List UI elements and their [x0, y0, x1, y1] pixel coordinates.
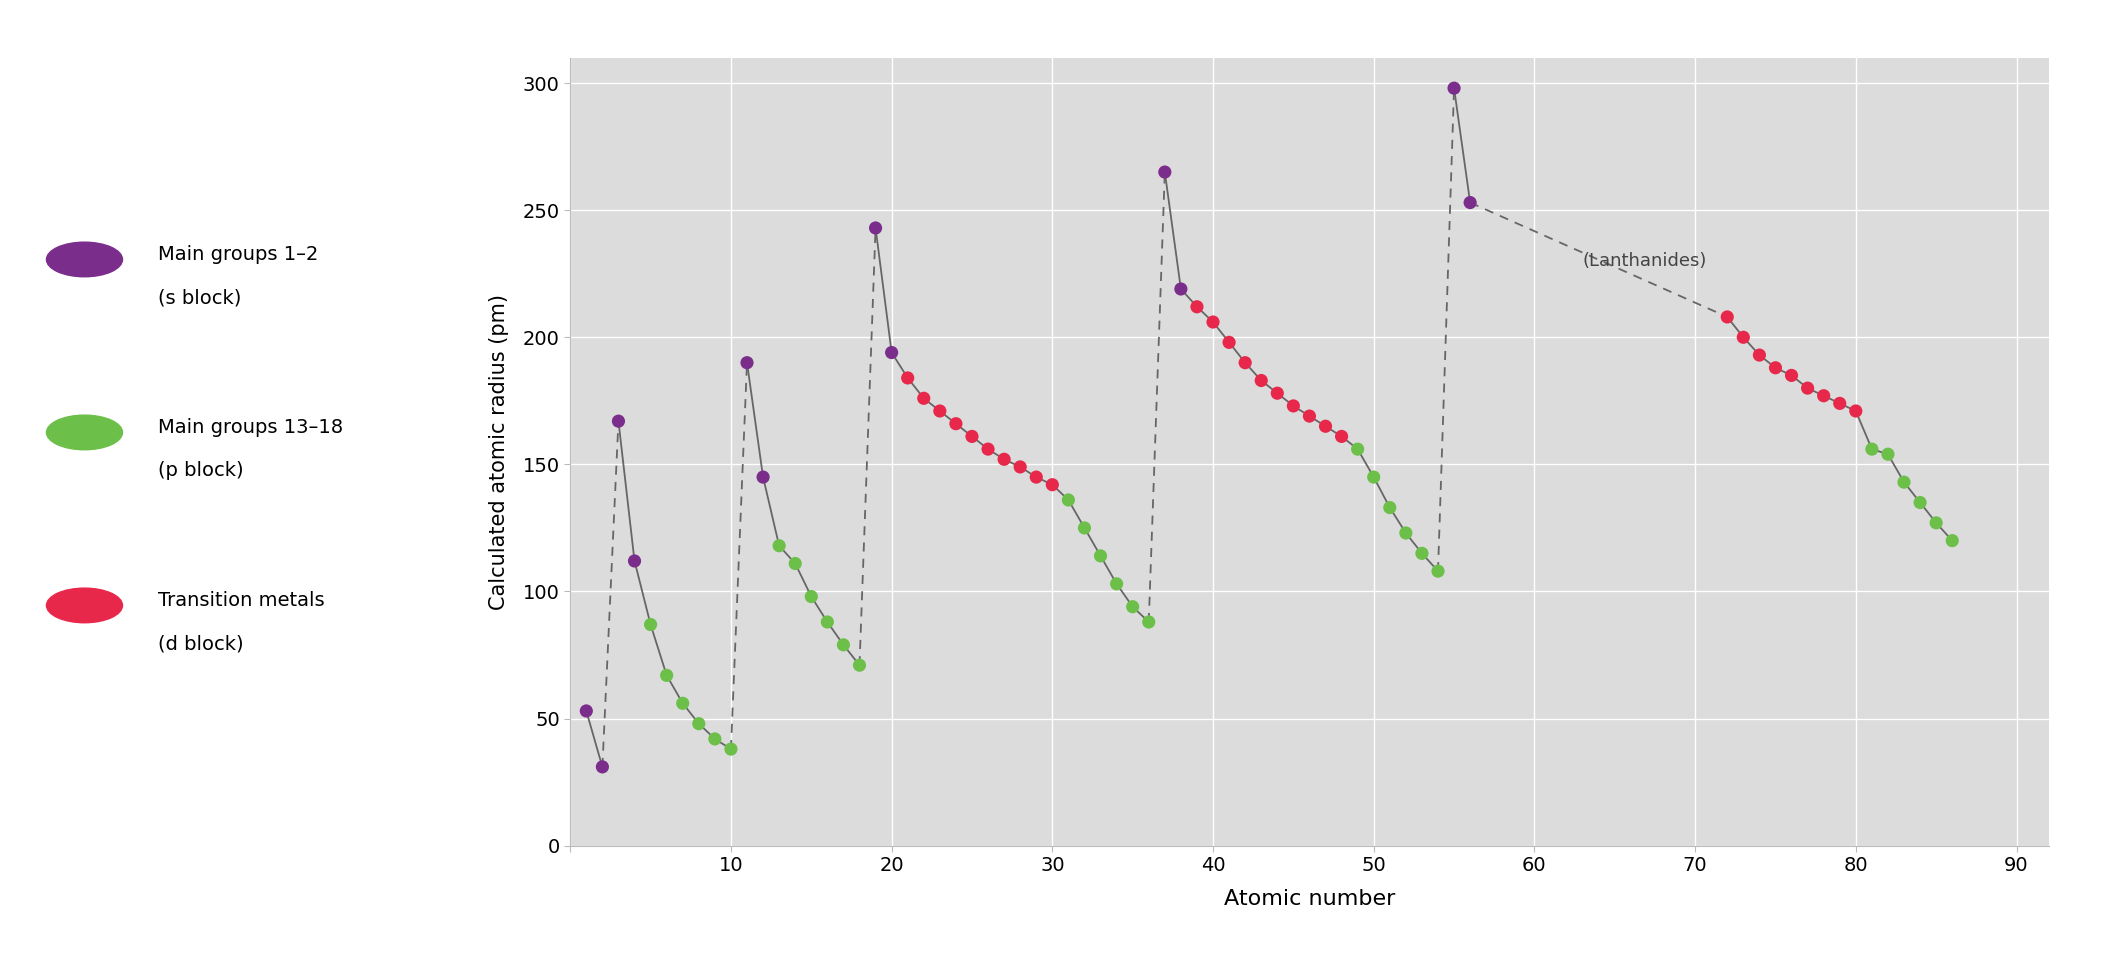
- Point: [1132, 614, 1166, 629]
- Point: [665, 696, 699, 711]
- Point: [874, 345, 908, 360]
- Text: (p block): (p block): [158, 461, 245, 480]
- Point: [1888, 475, 1922, 490]
- Point: [1115, 599, 1149, 614]
- Y-axis label: Calculated atomic radius (pm): Calculated atomic radius (pm): [488, 294, 509, 609]
- Point: [1436, 81, 1470, 96]
- Point: [1020, 469, 1054, 484]
- Point: [1149, 164, 1183, 180]
- Point: [906, 390, 940, 406]
- Point: [697, 731, 731, 747]
- Point: [1293, 408, 1326, 424]
- Text: (Lanthanides): (Lanthanides): [1582, 252, 1706, 270]
- Point: [779, 555, 813, 571]
- Text: Main groups 1–2: Main groups 1–2: [158, 245, 319, 264]
- Point: [1421, 563, 1455, 579]
- Point: [1759, 360, 1793, 376]
- Point: [1052, 492, 1086, 507]
- Text: (s block): (s block): [158, 288, 241, 308]
- Point: [1774, 368, 1808, 383]
- Point: [746, 469, 779, 484]
- Point: [1791, 381, 1825, 396]
- Point: [1309, 419, 1343, 434]
- Point: [1195, 314, 1229, 330]
- Point: [1261, 385, 1295, 401]
- Point: [682, 716, 716, 731]
- Point: [762, 538, 796, 554]
- Point: [602, 413, 636, 429]
- Point: [940, 416, 974, 431]
- Point: [986, 452, 1020, 467]
- Point: [1276, 398, 1309, 413]
- Point: [1164, 282, 1198, 297]
- Point: [1711, 309, 1745, 325]
- Point: [1903, 495, 1937, 510]
- Point: [1035, 477, 1069, 492]
- Point: [1083, 548, 1117, 563]
- Point: [1341, 441, 1375, 456]
- Point: [891, 370, 925, 385]
- Point: [1244, 373, 1278, 388]
- Point: [923, 404, 957, 419]
- Text: Transition metals: Transition metals: [158, 591, 325, 610]
- Point: [650, 668, 684, 683]
- Point: [731, 355, 765, 370]
- Point: [860, 220, 893, 235]
- Point: [843, 657, 876, 673]
- Point: [585, 759, 619, 775]
- Point: [1840, 404, 1873, 419]
- Point: [826, 637, 860, 653]
- Point: [570, 703, 604, 719]
- Point: [811, 614, 845, 629]
- Point: [955, 429, 988, 444]
- Point: [1823, 396, 1856, 411]
- Point: [1229, 355, 1263, 370]
- Point: [1324, 429, 1358, 444]
- Point: [634, 617, 667, 632]
- Point: [1404, 546, 1438, 561]
- Point: [1003, 459, 1037, 475]
- Point: [1356, 469, 1390, 484]
- Point: [972, 441, 1005, 456]
- Point: [1067, 520, 1100, 535]
- Text: (d block): (d block): [158, 634, 245, 653]
- Point: [1212, 334, 1246, 350]
- Point: [1871, 447, 1905, 462]
- Point: [1742, 347, 1776, 362]
- Point: [617, 554, 650, 569]
- Point: [714, 741, 748, 756]
- Point: [1920, 515, 1954, 530]
- Text: Main groups 13–18: Main groups 13–18: [158, 418, 344, 437]
- Point: [794, 589, 828, 604]
- Point: [1373, 500, 1407, 515]
- Point: [1453, 195, 1487, 210]
- Point: [1100, 577, 1134, 592]
- Point: [1806, 388, 1840, 404]
- Point: [1935, 533, 1968, 549]
- Point: [1390, 526, 1423, 541]
- Point: [1854, 441, 1888, 456]
- Point: [1181, 299, 1214, 314]
- Point: [1726, 330, 1759, 345]
- X-axis label: Atomic number: Atomic number: [1223, 889, 1396, 909]
